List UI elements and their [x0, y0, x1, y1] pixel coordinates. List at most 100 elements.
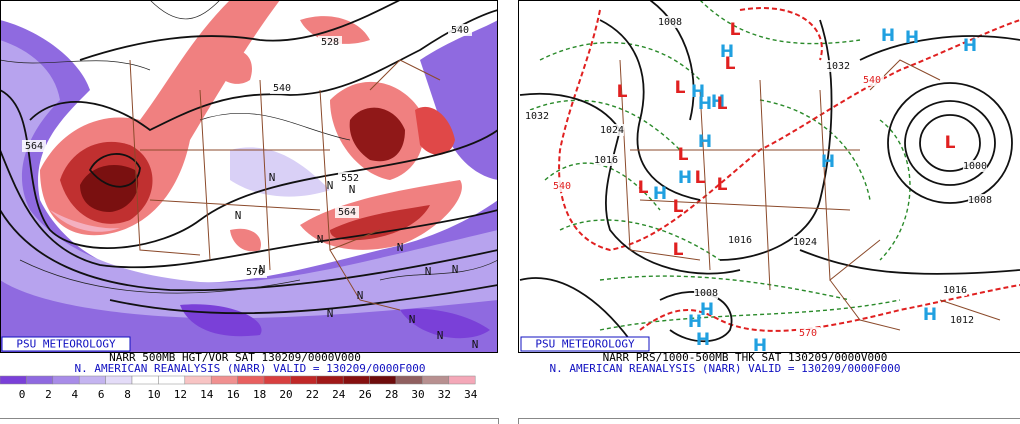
contour-label-bg [793, 236, 817, 248]
logo: PSU METEOROLOGY [16, 338, 116, 351]
n-marker: N [397, 241, 404, 254]
colorbar-box [131, 375, 159, 385]
contour-label-bg [728, 234, 752, 246]
contour-label-bg [943, 284, 967, 296]
next-row-frame [0, 418, 1020, 424]
colorbar-box [0, 375, 27, 385]
colorbar-label: 24 [332, 388, 346, 401]
pressure-center: L [617, 82, 628, 102]
colorbar-label: 6 [98, 388, 105, 401]
contour-label-bg [694, 287, 718, 299]
contour-label: 528 [321, 37, 339, 48]
pressure-center: L [673, 240, 684, 260]
contour-label-bg [525, 110, 549, 122]
n-marker: N [269, 171, 276, 184]
pressure-center: H [963, 36, 977, 56]
contour-label: 1012 [950, 315, 974, 326]
colorbar-label: 22 [306, 388, 319, 401]
n-marker: N [409, 313, 416, 326]
logo-box [520, 336, 650, 352]
pressure-center: H [881, 26, 895, 46]
contour-label-bg [338, 172, 362, 184]
contour-label-bg [963, 160, 987, 172]
contour-label: 540 [863, 75, 881, 86]
colorbar-label: 26 [359, 388, 372, 401]
contour-label: 540 [553, 181, 571, 192]
contour-label-bg [796, 327, 820, 339]
contour-label: 570 [799, 328, 817, 339]
pressure-center: L [675, 78, 686, 98]
colorbar-label: 0 [19, 388, 26, 401]
colorbar-label: 14 [200, 388, 214, 401]
colorbar-box [237, 375, 265, 385]
contour-label-bg [826, 60, 850, 72]
colorbar-box [78, 375, 106, 385]
colorbar-box [184, 375, 212, 385]
colorbar-box [395, 375, 423, 385]
colorbar-box [105, 375, 133, 385]
pressure-center: H [678, 168, 692, 188]
pressure-center: L [638, 178, 649, 198]
pressure-center: H [698, 132, 712, 152]
pressure-center: H [753, 336, 767, 356]
contour-label-bg [335, 206, 359, 218]
pressure-center: L [673, 197, 684, 217]
contour-label: 1008 [968, 195, 992, 206]
pressure-center: H [711, 92, 725, 112]
overlay: 528 540 540 564 552 564 576 1008 1032 1024 1016 101… [22, 16, 992, 356]
colorbar-box [263, 375, 291, 385]
colorbar-box [369, 375, 397, 385]
n-marker: N [259, 263, 266, 276]
pressure-center: L [730, 20, 741, 40]
n-marker: N [472, 338, 479, 351]
n-marker: N [235, 209, 242, 222]
caption: NARR 500MB HGT/VOR SAT 130209/0000V000 [109, 351, 361, 364]
contour-label-bg [22, 140, 46, 152]
n-marker: N [437, 329, 444, 342]
pressure-center: L [717, 94, 728, 114]
n-marker: N [357, 289, 364, 302]
colorbar-label: 10 [147, 388, 160, 401]
vorticity-map [0, 0, 498, 352]
colorbar-label: 8 [124, 388, 131, 401]
pressure-center: H [696, 330, 710, 350]
contour-label-bg [448, 24, 472, 36]
pressure-center: H [720, 42, 734, 62]
colorbar-box [210, 375, 238, 385]
contour-label: 1016 [728, 235, 752, 246]
colorbar-label: 28 [385, 388, 398, 401]
colorbar-box [52, 375, 80, 385]
colorbar-box [158, 375, 186, 385]
colorbar-label: 20 [279, 388, 292, 401]
contour-label: 540 [451, 25, 469, 36]
n-marker: N [425, 265, 432, 278]
contour-label-bg [658, 16, 682, 28]
pressure-center: L [678, 145, 689, 165]
subcaption: N. AMERICAN REANALYSIS (NARR) VALID = 13… [75, 362, 426, 375]
pressure-center: H [923, 305, 937, 325]
colorbar-box [342, 375, 370, 385]
contour-label: 1000 [963, 161, 987, 172]
colorbar-label: 2 [45, 388, 52, 401]
pressure-center: H [691, 82, 705, 102]
pressure-center: H [905, 28, 919, 48]
pressure-center: L [725, 54, 736, 74]
pressure-center: L [945, 133, 956, 153]
n-marker: N [327, 307, 334, 320]
colorbar-box [290, 375, 318, 385]
contour-label: 1032 [525, 111, 549, 122]
pressure-center: H [688, 312, 702, 332]
pressure-center: L [695, 168, 706, 188]
pressure-center: H [698, 94, 712, 114]
contour-label: 552 [341, 173, 359, 184]
contour-label: 1032 [826, 61, 850, 72]
contour-label: 1008 [658, 17, 682, 28]
contour-label: 1024 [600, 125, 624, 136]
logo: PSU METEOROLOGY [535, 338, 635, 351]
contour-label-bg [270, 82, 294, 94]
pressure-center: H [653, 184, 667, 204]
colorbar-label: 30 [411, 388, 424, 401]
contour-label: 1024 [793, 237, 817, 248]
colorbar-box [448, 375, 476, 385]
